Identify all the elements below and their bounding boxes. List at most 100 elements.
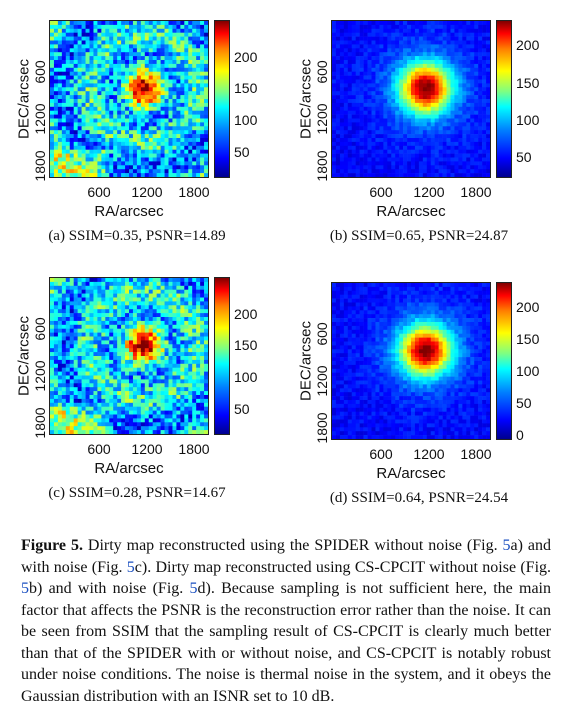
heatmap-cell xyxy=(180,289,185,294)
heatmap-cell xyxy=(136,328,142,333)
heatmap-cell xyxy=(129,317,134,322)
heatmap-cell xyxy=(347,110,353,115)
heatmap-cell xyxy=(466,157,471,162)
heatmap-cell xyxy=(176,102,181,108)
heatmap-cell xyxy=(454,161,459,166)
heatmap-cell xyxy=(85,289,90,294)
heatmap-cell xyxy=(81,293,86,298)
heatmap-cell xyxy=(403,149,408,154)
heatmap-cell xyxy=(188,340,193,345)
heatmap-cell xyxy=(125,422,130,427)
heatmap-cell xyxy=(136,402,142,407)
heatmap-cell xyxy=(434,130,439,135)
heatmap-cell xyxy=(462,60,467,65)
heatmap-cell xyxy=(77,344,82,349)
heatmap-cell xyxy=(136,126,142,131)
heatmap-cell xyxy=(93,344,98,349)
heatmap-cell xyxy=(164,340,169,345)
heatmap-cell xyxy=(156,21,161,26)
heatmap-cell xyxy=(97,75,102,80)
heatmap-cell xyxy=(450,102,455,108)
heatmap-cell xyxy=(69,320,74,326)
heatmap-cell xyxy=(89,297,94,302)
heatmap-cell xyxy=(121,410,126,415)
heatmap-cell xyxy=(132,340,138,345)
heatmap-cell xyxy=(403,114,408,119)
heatmap-cell xyxy=(129,67,134,72)
heatmap-cell xyxy=(172,332,177,337)
heatmap-cell xyxy=(343,99,349,104)
heatmap-cell xyxy=(93,320,98,326)
heatmap-cell xyxy=(458,95,463,100)
heatmap-cell xyxy=(121,145,126,150)
heatmap-cell xyxy=(462,79,467,84)
heatmap-cell xyxy=(53,328,59,333)
heatmap-cell xyxy=(438,60,443,65)
heatmap-cell xyxy=(462,56,467,61)
heatmap-cell xyxy=(192,118,197,123)
heatmap-cell xyxy=(152,289,157,294)
heatmap-cell xyxy=(136,379,142,384)
heatmap-cell xyxy=(478,157,483,162)
heatmap-cell xyxy=(160,313,165,318)
heatmap-cell xyxy=(160,391,165,396)
heatmap-cell xyxy=(53,293,59,298)
heatmap-cell xyxy=(57,169,63,174)
heatmap-cell xyxy=(53,36,59,41)
heatmap-cell xyxy=(101,305,106,310)
heatmap-cell xyxy=(148,297,153,302)
heatmap-cell xyxy=(414,114,420,119)
heatmap-cell xyxy=(399,110,404,115)
heatmap-cell xyxy=(462,130,467,135)
heatmap-cell xyxy=(200,130,205,135)
heatmap-cell xyxy=(93,398,98,404)
heatmap-cell xyxy=(93,21,98,26)
heatmap-cell xyxy=(407,106,412,111)
heatmap-cell xyxy=(101,32,106,37)
heatmap-cell xyxy=(387,122,392,127)
heatmap-cell xyxy=(184,391,189,396)
heatmap-cell xyxy=(387,99,392,104)
heatmap-cell xyxy=(192,305,197,310)
heatmap-cell xyxy=(462,173,467,177)
heatmap-cell xyxy=(454,141,459,147)
heatmap-cell xyxy=(136,60,142,65)
heatmap-cell xyxy=(105,305,110,310)
heatmap-cell xyxy=(113,387,118,392)
heatmap-cell xyxy=(129,422,134,427)
heatmap-cell xyxy=(426,290,432,295)
heatmap-cell xyxy=(140,56,146,61)
heatmap-cell xyxy=(395,286,400,292)
heatmap-cell xyxy=(50,122,55,127)
heatmap-cell xyxy=(73,309,78,314)
heatmap-cell xyxy=(152,430,157,434)
heatmap-cell xyxy=(81,157,86,162)
heatmap-cell xyxy=(196,102,201,108)
heatmap-cell xyxy=(367,118,372,123)
heatmap-cell xyxy=(355,40,360,45)
heatmap-cell xyxy=(93,387,98,392)
heatmap-cell xyxy=(407,110,412,115)
heatmap-cell xyxy=(204,36,208,41)
heatmap-cell xyxy=(125,87,130,92)
heatmap-cell xyxy=(335,102,341,108)
heatmap-cell xyxy=(93,363,98,368)
heatmap-cell xyxy=(164,301,169,306)
heatmap-cell xyxy=(85,173,90,177)
heatmap-cell xyxy=(156,79,161,84)
heatmap-cell xyxy=(57,56,63,61)
heatmap-cell xyxy=(136,118,142,123)
heatmap-cell xyxy=(85,130,90,135)
heatmap-cell xyxy=(204,371,208,376)
heatmap-cell xyxy=(144,24,150,30)
heatmap-cell xyxy=(184,340,189,345)
heatmap-cell xyxy=(50,87,55,92)
panel-d: 200 150 100 50 0 600 1200 1800 600 1200 … xyxy=(284,280,554,520)
heatmap-cell xyxy=(57,297,63,302)
heatmap-cell xyxy=(156,149,161,154)
heatmap-cell xyxy=(50,75,55,80)
heatmap-cell xyxy=(466,71,471,76)
x-tick: 600 xyxy=(87,441,111,457)
heatmap-cell xyxy=(204,153,208,158)
heatmap-cell xyxy=(85,83,90,88)
